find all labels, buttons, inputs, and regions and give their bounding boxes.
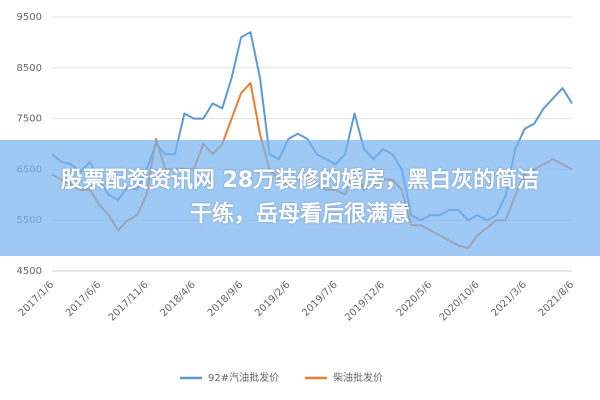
x-tick-label: 2018/9/6 xyxy=(206,279,246,319)
legend-label: 92#汽油批发价 xyxy=(208,371,279,384)
x-tick-label: 2020/5/6 xyxy=(395,279,435,319)
x-tick-label: 2017/1/6 xyxy=(17,279,57,319)
x-tick-label: 2019/12/6 xyxy=(343,279,387,323)
x-tick-label: 2018/4/6 xyxy=(159,279,199,319)
x-tick-label: 2020/10/6 xyxy=(438,279,482,323)
x-tick-label: 2021/8/6 xyxy=(537,279,577,319)
banner: 股票配资资讯网 28万装修的婚房，黑白灰的简洁 干练，岳母看后很满意 xyxy=(0,140,600,256)
y-tick-label: 8500 xyxy=(17,63,42,74)
x-tick-label: 2017/6/6 xyxy=(64,279,104,319)
y-tick-label: 4500 xyxy=(17,266,42,277)
x-tick-label: 2019/7/6 xyxy=(300,279,340,319)
banner-line: 股票配资资讯网 28万装修的婚房，黑白灰的简洁 xyxy=(60,168,540,193)
banner-line: 干练，岳母看后很满意 xyxy=(189,202,410,227)
y-tick-label: 7500 xyxy=(17,114,42,125)
x-tick-label: 2019/2/6 xyxy=(253,279,293,319)
x-tick-label: 2017/11/6 xyxy=(107,279,151,323)
x-tick-label: 2021/3/6 xyxy=(489,279,529,319)
y-tick-label: 9500 xyxy=(17,12,42,23)
legend-label: 柴油批发价 xyxy=(333,371,383,384)
